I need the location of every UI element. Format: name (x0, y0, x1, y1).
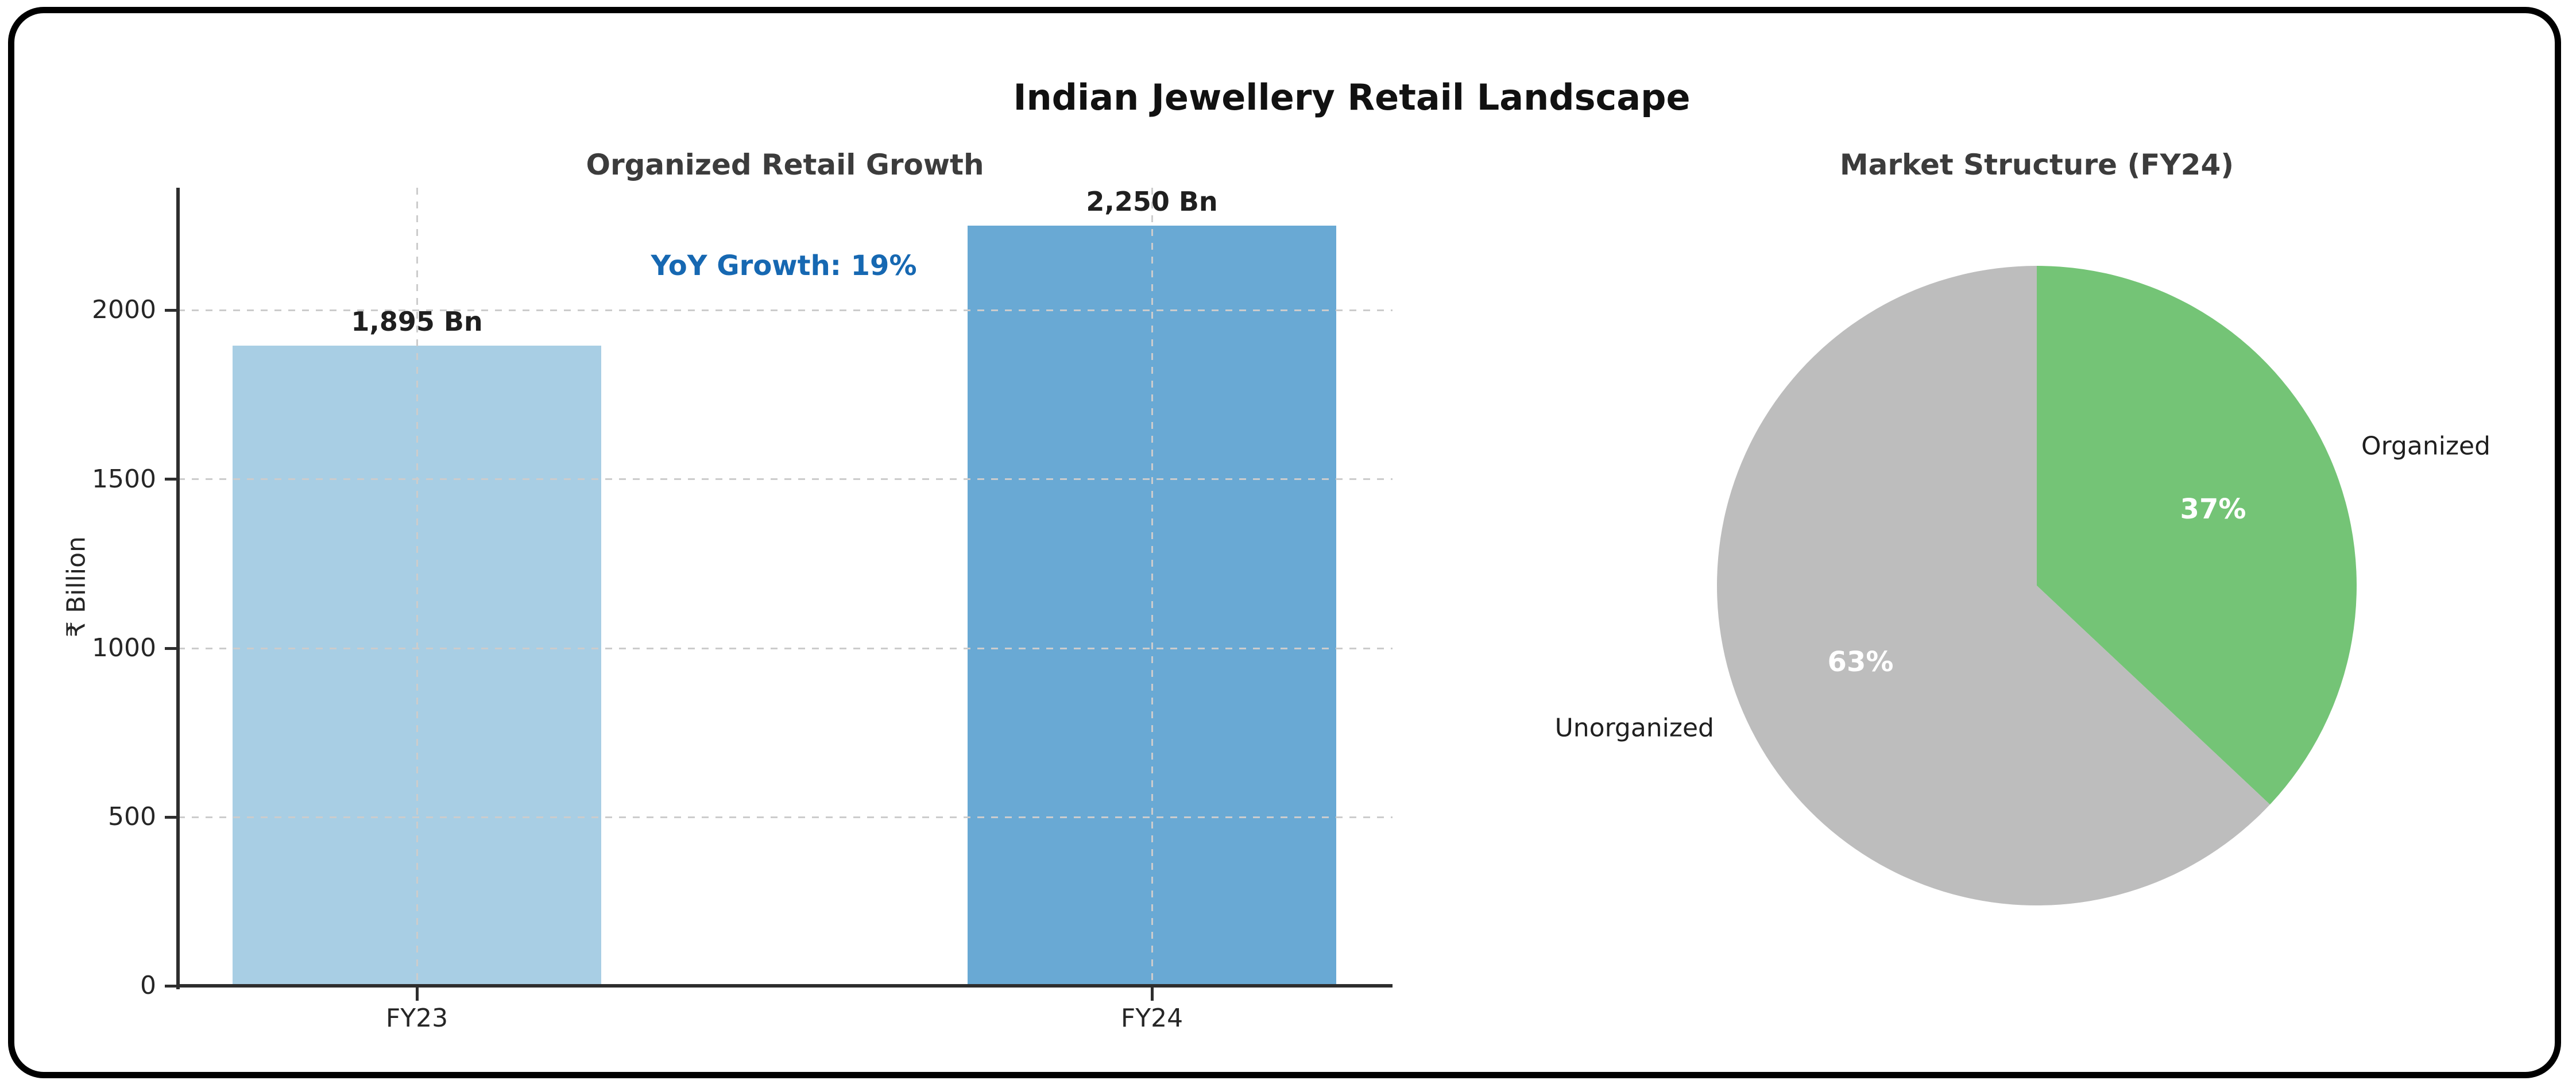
gridline-horizontal (178, 309, 1393, 312)
y-axis-tick (165, 309, 178, 312)
bar-chart-title: Organized Retail Growth (586, 148, 984, 181)
figure-border (8, 7, 2561, 1078)
pie-slice-label-organized: Organized (2361, 431, 2491, 461)
figure-title: Indian Jewellery Retail Landscape (1013, 76, 1691, 118)
pie-pct-label-unorganized: 63% (1827, 646, 1894, 678)
gridline-vertical (416, 188, 418, 986)
y-axis-label: ₹ Billion (61, 536, 91, 637)
x-tick-label-fy24: FY24 (1120, 1004, 1183, 1033)
y-axis-tick (165, 985, 178, 988)
bar-value-label-fy24: 2,250 Bn (1086, 186, 1218, 217)
y-axis-tick (165, 646, 178, 650)
gridline-horizontal (178, 647, 1393, 649)
y-tick-label: 2000 (92, 295, 156, 324)
y-tick-label: 1000 (92, 633, 156, 663)
y-tick-label: 1500 (92, 464, 156, 494)
gridline-vertical (1151, 188, 1153, 986)
bar-value-label-fy23: 1,895 Bn (351, 306, 483, 337)
pie-slice-label-unorganized: Unorganized (1554, 713, 1714, 743)
yoy-growth-annotation: YoY Growth: 19% (651, 250, 917, 282)
x-axis-tick (1151, 988, 1154, 1001)
gridline-horizontal (178, 816, 1393, 818)
x-axis-spine (176, 984, 1393, 988)
y-axis-spine (176, 188, 180, 989)
gridline-horizontal (178, 478, 1393, 481)
y-axis-tick (165, 815, 178, 819)
pie-pct-label-organized: 37% (2180, 493, 2246, 525)
y-tick-label: 0 (140, 971, 156, 1000)
y-axis-tick (165, 478, 178, 481)
y-tick-label: 500 (108, 802, 156, 831)
pie-chart-title: Market Structure (FY24) (1839, 148, 2234, 181)
x-axis-tick (416, 988, 419, 1001)
x-tick-label-fy23: FY23 (385, 1004, 448, 1033)
